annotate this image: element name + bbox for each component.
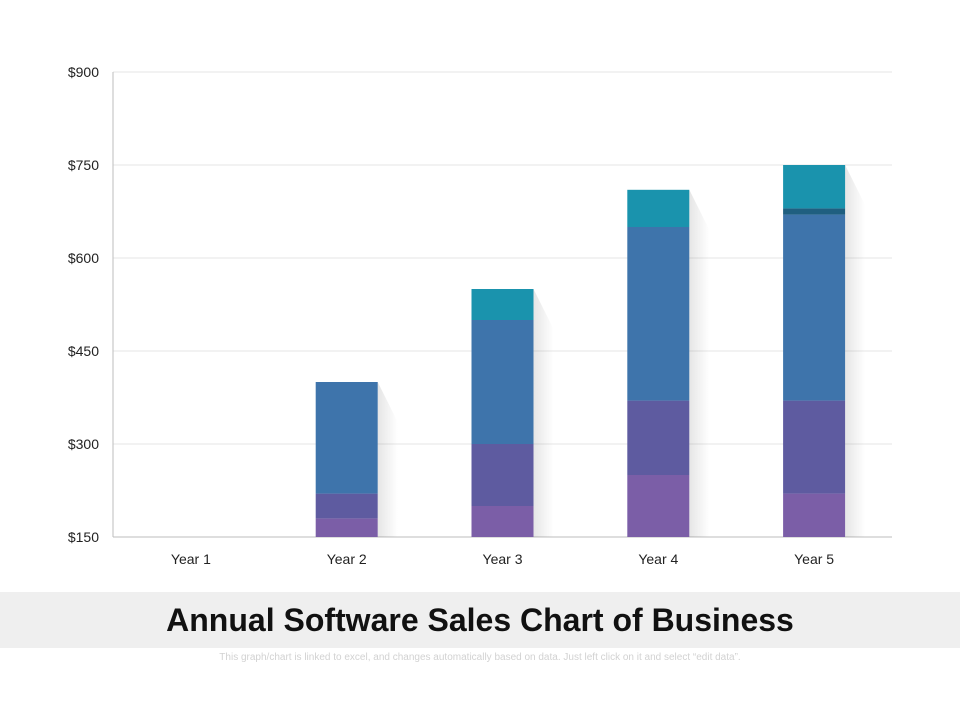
bar-segment xyxy=(471,320,534,444)
bar-segment xyxy=(783,214,846,401)
title-band: Annual Software Sales Chart of Business xyxy=(0,592,960,648)
bar-segment xyxy=(627,227,690,401)
y-tick-label: $150 xyxy=(68,529,99,545)
bar-shadow xyxy=(377,382,398,537)
y-tick-label: $450 xyxy=(68,343,99,359)
bar-segment xyxy=(783,208,846,215)
y-tick-label: $750 xyxy=(68,157,99,173)
bar-shadow xyxy=(845,165,866,537)
bar-segment xyxy=(627,475,690,537)
y-tick-label: $900 xyxy=(68,64,99,80)
x-tick-label: Year 2 xyxy=(327,551,367,567)
x-tick-label: Year 1 xyxy=(171,551,211,567)
bar-segment xyxy=(783,165,846,209)
x-tick-label: Year 4 xyxy=(638,551,678,567)
bar-segment xyxy=(315,518,378,537)
bar-shadow xyxy=(533,289,554,537)
y-tick-label: $300 xyxy=(68,436,99,452)
bar-segment xyxy=(315,382,378,494)
bar-segment xyxy=(627,189,690,227)
y-tick-label: $600 xyxy=(68,250,99,266)
footnote: This graph/chart is linked to excel, and… xyxy=(219,652,741,663)
x-tick-label: Year 3 xyxy=(483,551,523,567)
bar-shadow xyxy=(689,189,710,538)
bar-segment xyxy=(315,493,378,519)
x-tick-label: Year 5 xyxy=(794,551,834,567)
bar-segment xyxy=(471,444,534,506)
bar-segment xyxy=(783,400,846,494)
bar-segment xyxy=(471,506,534,537)
bar-segment xyxy=(627,400,690,475)
bar-segment xyxy=(783,493,846,537)
chart-title: Annual Software Sales Chart of Business xyxy=(166,601,794,638)
stacked-bar-chart: $900 $750 $600 $450 $300 $150 Year 1 Year 2 Year… xyxy=(68,64,892,567)
bar-segment xyxy=(471,289,534,320)
